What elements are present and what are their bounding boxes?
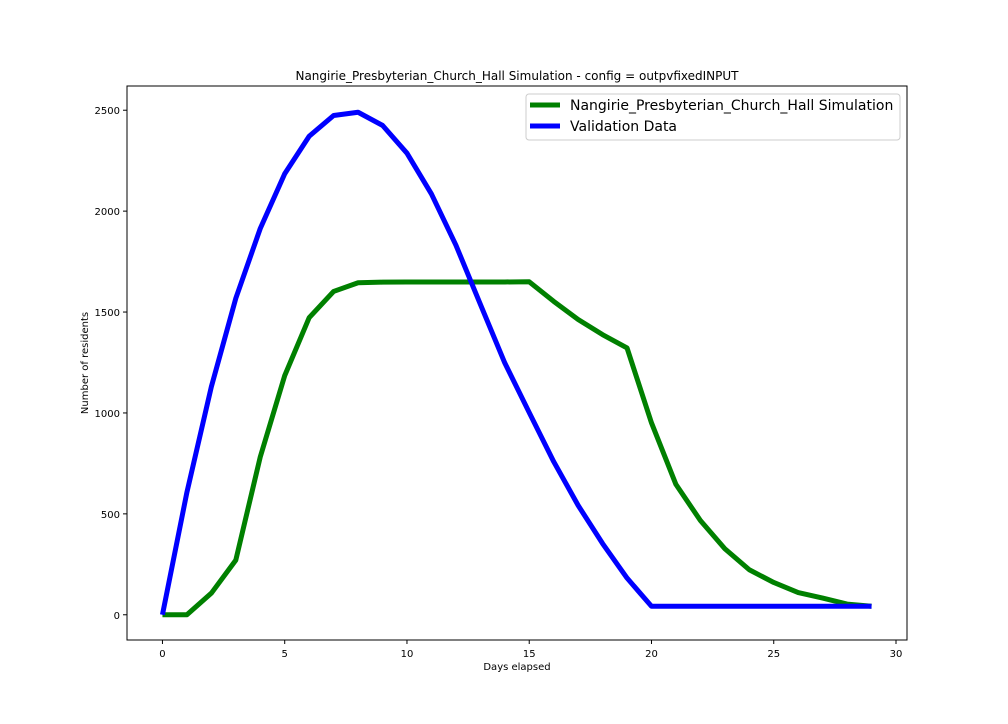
legend-label-simulation: Nangirie_Presbyterian_Church_Hall Simula… <box>570 98 893 114</box>
x-tick-label: 15 <box>523 649 536 660</box>
x-tick-label: 30 <box>890 649 903 660</box>
y-tick-label: 500 <box>101 510 120 521</box>
x-tick-label: 25 <box>767 649 780 660</box>
y-axis-label: Number of residents <box>80 312 91 414</box>
chart-title: Nangirie_Presbyterian_Church_Hall Simula… <box>295 69 739 83</box>
plot-area-frame <box>126 85 908 641</box>
y-tick-label: 0 <box>114 611 120 622</box>
legend: Nangirie_Presbyterian_Church_Hall Simula… <box>525 93 901 141</box>
y-tick-label: 1500 <box>95 308 120 319</box>
x-axis-label: Days elapsed <box>483 662 550 673</box>
x-tick-label: 20 <box>645 649 658 660</box>
legend-label-validation: Validation Data <box>570 119 677 135</box>
y-tick-label: 1000 <box>95 409 120 420</box>
x-tick-label: 10 <box>401 649 414 660</box>
y-tick-label: 2500 <box>95 106 120 117</box>
y-tick-label: 2000 <box>95 207 120 218</box>
series-line-1 <box>159 109 872 616</box>
series-line-0 <box>162 279 872 618</box>
x-tick-label: 5 <box>282 649 288 660</box>
x-tick-label: 0 <box>159 649 165 660</box>
legend-box <box>525 93 901 141</box>
plot-lines <box>159 109 872 618</box>
axis-ticks: 0 5 10 15 20 25 30 0 500 1000 1500 2000 2500 <box>95 106 903 660</box>
